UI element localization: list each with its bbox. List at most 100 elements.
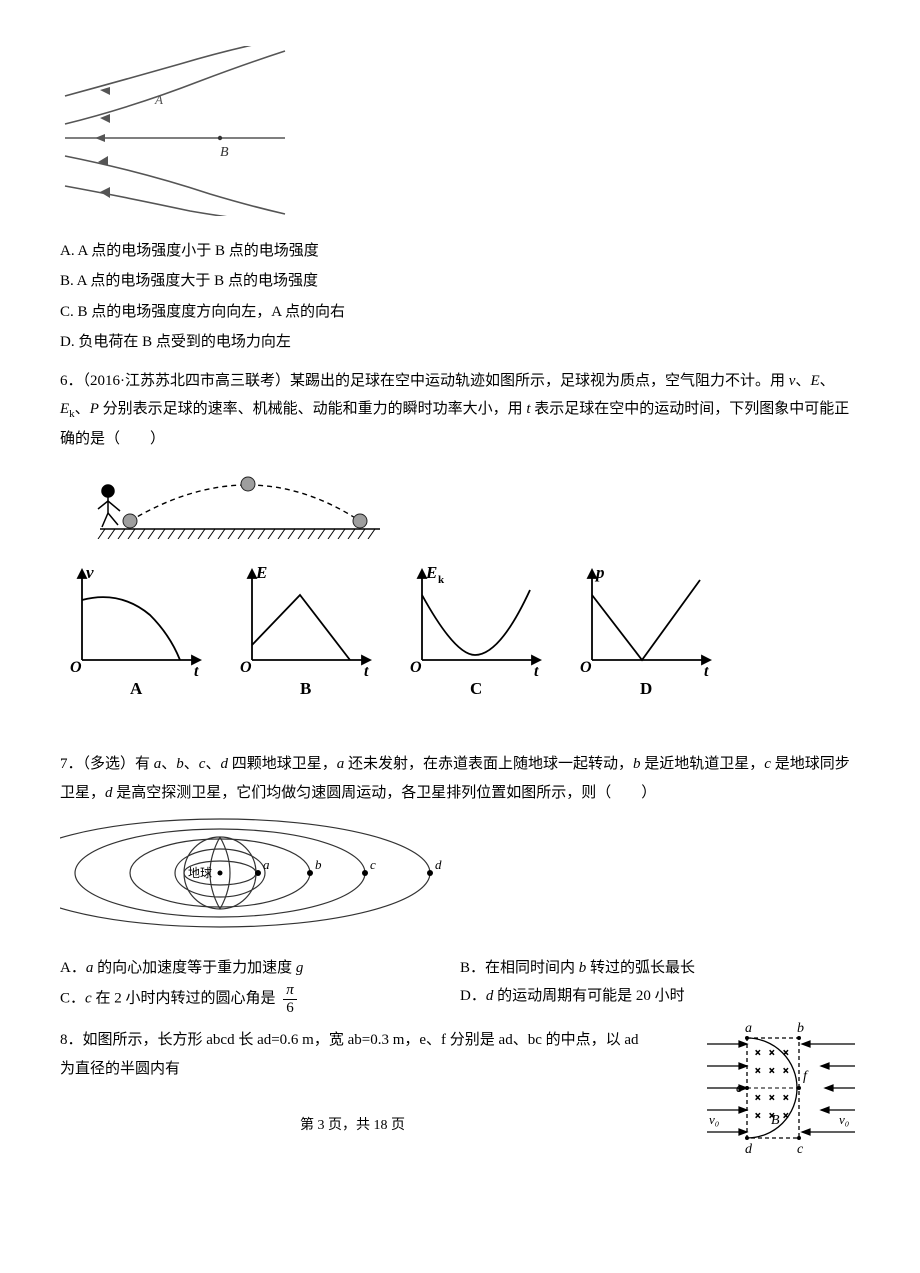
svg-text:×: × <box>783 1111 789 1122</box>
q6-charts: O t v A O t E B O t E k C O <box>60 560 860 700</box>
footer-mid: 页，共 <box>325 1118 374 1133</box>
q7-optC-pre: C． <box>60 991 85 1007</box>
svg-text:×: × <box>769 1093 775 1104</box>
q5-opt-c: C. B 点的电场强度度方向向左，A 点的向右 <box>60 298 860 327</box>
q7-optA-g: g <box>296 960 304 976</box>
q7-pi: π <box>283 982 297 1000</box>
q7-six: 6 <box>283 1000 297 1017</box>
q5-opt-b: B. A 点的电场强度大于 B 点的电场强度 <box>60 267 860 296</box>
lbl-d: d <box>745 1142 753 1157</box>
chart-A: O t v A <box>60 560 210 700</box>
chart-B-t: t <box>364 663 369 680</box>
chart-C-ysub: k <box>438 574 445 586</box>
footer-post: 页 <box>388 1118 406 1133</box>
q6-text: 6．（2016·江苏苏北四市高三联考）某踢出的足球在空中运动轨迹如图所示，足球视… <box>60 367 860 454</box>
q7-d: d <box>220 756 228 772</box>
trajectory-svg <box>60 459 390 539</box>
q6-E: E <box>810 373 819 389</box>
svg-text:×: × <box>769 1048 775 1059</box>
chart-A-o: O <box>70 659 82 676</box>
chart-A-t: t <box>194 663 199 680</box>
chart-C-o: O <box>410 659 422 676</box>
q7-b2: b <box>633 756 641 772</box>
lbl-c: c <box>797 1142 804 1157</box>
q6-prefix: 6．（2016·江苏苏北四市高三联考）某踢出的足球在空中运动轨迹如图所示，足球视… <box>60 373 789 389</box>
chart-C-y: E <box>425 563 437 582</box>
chart-B-o: O <box>240 659 252 676</box>
q7-optA-post: 的向心加速度等于重力加速度 <box>93 960 296 976</box>
q7-optD-post: 的运动周期有可能是 20 小时 <box>493 988 684 1004</box>
chart-B-tag: B <box>300 679 311 698</box>
q6-Ek: E <box>60 401 69 417</box>
svg-text:×: × <box>783 1066 789 1077</box>
q6-m3: 、 <box>75 401 90 417</box>
q7-optC-var: c <box>85 991 92 1007</box>
q6-m1: 、 <box>795 373 810 389</box>
q8-figure: ××× ××× ××× ××× a b d c e f B v₀ v₀ <box>705 1016 860 1177</box>
sat-a: a <box>263 857 270 872</box>
q8-text: 8．如图所示，长方形 abcd 长 ad=0.6 m，宽 ab=0.3 m，e、… <box>60 1026 645 1083</box>
chart-A-tag: A <box>130 679 143 698</box>
q7-optC-mid: 在 2 小时内转过的圆心角是 <box>92 991 280 1007</box>
chart-C-tag: C <box>470 679 482 698</box>
satellite-svg: 地球 a b c d <box>60 813 480 933</box>
earth-label: 地球 <box>188 866 212 880</box>
svg-text:×: × <box>755 1048 761 1059</box>
q7-satellite-figure: 地球 a b c d <box>60 813 860 944</box>
svg-text:×: × <box>755 1093 761 1104</box>
q7-optC: C．c 在 2 小时内转过的圆心角是 π6 <box>60 982 460 1016</box>
q7-optD: D．d 的运动周期有可能是 20 小时 <box>460 982 860 1016</box>
q8-row: 8．如图所示，长方形 abcd 长 ad=0.6 m，宽 ab=0.3 m，e、… <box>60 1016 860 1177</box>
chart-B-y: E <box>255 563 267 582</box>
q7-optB-pre: B．在相同时间内 <box>460 960 579 976</box>
lbl-v0r: v₀ <box>839 1112 849 1127</box>
q7-optA-pre: A． <box>60 960 86 976</box>
q7-t1: 7．（多选）有 <box>60 756 154 772</box>
svg-text:×: × <box>769 1066 775 1077</box>
q7-options: A．a 的向心加速度等于重力加速度 g B．在相同时间内 b 转过的弧长最长 C… <box>60 954 860 1017</box>
chart-A-y: v <box>86 563 94 582</box>
q7-optB: B．在相同时间内 b 转过的弧长最长 <box>460 954 860 983</box>
lbl-b: b <box>797 1021 804 1036</box>
chart-D-tag: D <box>640 679 652 698</box>
q7-c: c <box>199 756 206 772</box>
q7-optC-frac: π6 <box>283 982 297 1016</box>
q6-P: P <box>90 401 99 417</box>
q6-trajectory-figure <box>60 459 860 550</box>
point-a-label: A <box>154 92 163 107</box>
chart-D: O t p D <box>570 560 720 700</box>
field-lines-svg: A B <box>60 46 290 216</box>
q5-opt-a: A. A 点的电场强度小于 B 点的电场强度 <box>60 237 860 266</box>
svg-text:×: × <box>755 1111 761 1122</box>
q7-d2: d <box>105 785 113 801</box>
rect-svg: ××× ××× ××× ××× a b d c e f B v₀ v₀ <box>705 1016 860 1166</box>
chart-C-t: t <box>534 663 539 680</box>
footer-total: 18 <box>374 1118 388 1133</box>
q7-b: b <box>176 756 184 772</box>
q7-optA: A．a 的向心加速度等于重力加速度 g <box>60 954 460 983</box>
chart-D-t: t <box>704 663 709 680</box>
sat-c: c <box>370 857 376 872</box>
q7-t6: 是高空探测卫星，它们均做匀速圆周运动，各卫星排列位置如图所示，则（ ） <box>113 785 657 801</box>
q7-t2: 四颗地球卫星， <box>228 756 337 772</box>
footer-pre: 第 <box>300 1118 318 1133</box>
q7-text: 7．（多选）有 a、b、c、d 四颗地球卫星，a 还未发射，在赤道表面上随地球一… <box>60 750 860 807</box>
sat-d: d <box>435 857 442 872</box>
svg-text:×: × <box>783 1048 789 1059</box>
q7-c2: c <box>764 756 771 772</box>
lbl-e: e <box>736 1081 742 1096</box>
point-b-label: B <box>220 145 229 160</box>
q7-optD-pre: D． <box>460 988 486 1004</box>
chart-B: O t E B <box>230 560 380 700</box>
q6-m2: 、 <box>820 373 835 389</box>
lbl-B: B <box>771 1113 780 1128</box>
chart-D-o: O <box>580 659 592 676</box>
kicker-icon <box>98 485 120 527</box>
q5-opt-d: D. 负电荷在 B 点受到的电场力向左 <box>60 328 860 357</box>
ground-hatch <box>98 529 375 539</box>
lbl-v0l: v₀ <box>709 1112 719 1127</box>
q7-t3: 还未发射，在赤道表面上随地球一起转动， <box>344 756 633 772</box>
point-b-dot <box>218 136 222 140</box>
page-footer: 第 3 页，共 18 页 <box>60 1113 645 1140</box>
sat-b: b <box>315 857 322 872</box>
